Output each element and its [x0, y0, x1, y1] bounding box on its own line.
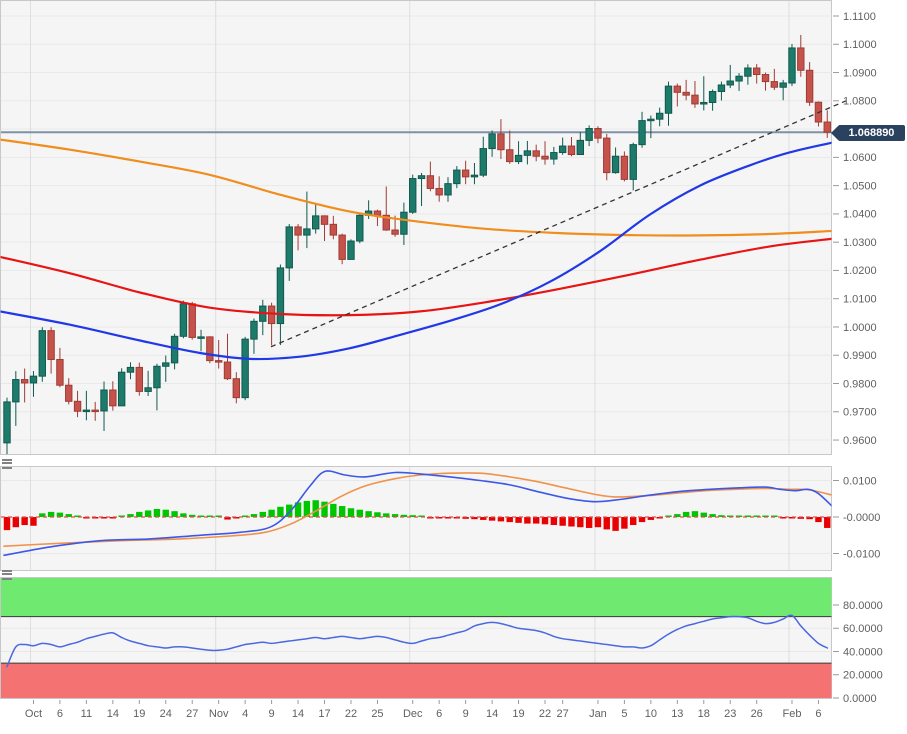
x-axis-label: 19 [512, 708, 524, 720]
axis-label: 1.0100 [843, 294, 877, 306]
x-axis-label: 10 [645, 708, 657, 720]
axis-label: 0.9800 [843, 378, 877, 390]
x-axis-label: Dec [403, 708, 423, 720]
macd-panel-handle-icon[interactable] [2, 459, 12, 469]
price-axis-labels: 1.1100 1.1000 1.0900 1.0800 1.0600 1.0500 1.04… [833, 11, 877, 447]
macd-axis-labels: 0.0100 -0.0000 -0.0100 [833, 475, 880, 560]
x-axis-label: Nov [209, 708, 229, 720]
axis-label: 1.0400 [843, 209, 877, 221]
x-axis-label: 25 [371, 708, 383, 720]
axis-label: 1.0200 [843, 265, 877, 277]
sma-red-line[interactable] [0, 237, 832, 317]
axis-label: 20.0000 [843, 670, 883, 682]
macd-histogram[interactable] [3, 500, 839, 533]
x-axis-label: 13 [671, 708, 683, 720]
sma-orange-line[interactable] [0, 138, 832, 237]
x-axis-label: 14 [107, 708, 119, 720]
axis-label: 40.0000 [843, 646, 883, 658]
axis-label: -0.0100 [843, 548, 880, 560]
axis-label: 0.9600 [843, 435, 877, 447]
x-axis-label: Oct [25, 708, 42, 720]
x-axis-label: 6 [815, 708, 821, 720]
x-axis-label: 6 [436, 708, 442, 720]
x-axis-label: 11 [81, 708, 92, 720]
x-axis-label: 5 [621, 708, 627, 720]
axis-label: 0.9700 [843, 407, 877, 419]
axis-label: 1.0300 [843, 237, 877, 249]
current-price-tag: 1.068890 [831, 125, 905, 141]
overbought-band [1, 578, 832, 617]
x-axis-label: 9 [463, 708, 469, 720]
macd-panel[interactable] [0, 466, 840, 571]
x-axis-label: Feb [782, 708, 801, 720]
x-axis-label: 17 [318, 708, 330, 720]
x-axis-label: 27 [186, 708, 198, 720]
x-axis-label: 4 [242, 708, 248, 720]
x-axis-label: 22 [345, 708, 357, 720]
axis-label: 1.1100 [843, 11, 876, 23]
x-axis-label: 19 [133, 708, 145, 720]
macd-line[interactable] [3, 470, 832, 557]
oversold-band [1, 663, 832, 698]
axis-label: 0.9900 [843, 350, 877, 362]
x-axis-label: 23 [724, 708, 736, 720]
x-axis-label: 27 [557, 708, 569, 720]
macd-panel-background [0, 466, 832, 571]
macd-signal-line[interactable] [3, 472, 832, 547]
axis-label: -0.0000 [843, 512, 880, 524]
axis-label: 1.0600 [843, 152, 877, 164]
x-axis-labels: Oct 6 11 14 19 24 27 Nov 4 9 14 17 22 25 Dec 6 9 14 19 22 27… [25, 700, 822, 720]
x-axis-label: 14 [486, 708, 498, 720]
x-axis-label: 24 [160, 708, 172, 720]
axis-label: 60.0000 [843, 623, 883, 635]
axis-label: 1.0900 [843, 67, 877, 79]
rsi-panel-handle-icon[interactable] [2, 570, 12, 580]
axis-label: 1.0800 [843, 96, 877, 108]
axis-label: 1.0000 [843, 322, 877, 334]
axis-label: 80.0000 [843, 600, 883, 612]
x-axis-label: 14 [292, 708, 304, 720]
sma-blue-line[interactable] [0, 141, 832, 361]
axis-label: 1.0500 [843, 180, 877, 192]
x-axis-label: 22 [539, 708, 551, 720]
main-price-panel[interactable] [0, 0, 847, 455]
rsi-panel[interactable] [0, 577, 832, 699]
x-axis-label: 6 [57, 708, 63, 720]
x-axis-label: 26 [751, 708, 763, 720]
rsi-axis-labels: 80.0000 60.0000 40.0000 20.0000 0.0000 [833, 600, 883, 705]
x-axis-label: 9 [269, 708, 275, 720]
x-axis-label: Jan [589, 708, 607, 720]
candlestick-series[interactable] [3, 34, 831, 455]
axis-label: 0.0000 [843, 693, 877, 705]
rsi-line[interactable] [6, 614, 829, 668]
x-axis-label: 18 [698, 708, 710, 720]
axis-label: 1.1000 [843, 39, 877, 51]
axis-label: 0.0100 [843, 475, 877, 487]
